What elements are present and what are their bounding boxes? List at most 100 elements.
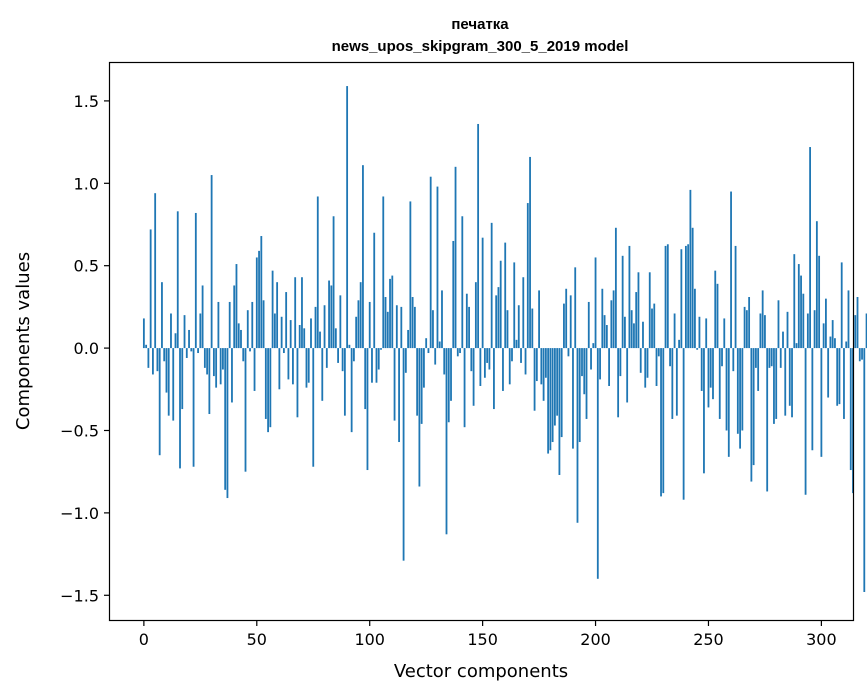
bar (292, 348, 294, 385)
bar (538, 290, 540, 349)
y-tick-label: −1.0 (60, 504, 99, 523)
bar (671, 348, 674, 419)
bar (773, 348, 775, 424)
bar (838, 348, 841, 405)
bar (520, 348, 522, 363)
bar (827, 348, 830, 398)
bar (793, 254, 796, 349)
bar (456, 348, 459, 357)
bar (237, 323, 240, 349)
x-tick-label: 100 (354, 630, 385, 649)
bar (524, 348, 527, 375)
bar (549, 348, 552, 451)
bar (804, 348, 807, 495)
bar (495, 295, 498, 349)
bar (750, 348, 753, 482)
bar (795, 343, 798, 349)
bar (560, 348, 563, 438)
bar (504, 242, 507, 349)
bar (723, 318, 726, 349)
bar (468, 306, 470, 349)
bar (316, 196, 319, 349)
bar (578, 348, 581, 443)
bar (657, 348, 660, 357)
bar (334, 328, 337, 349)
bar (452, 240, 455, 349)
bar (648, 272, 651, 349)
bar (163, 348, 166, 362)
bar (339, 295, 342, 349)
bar (445, 348, 448, 535)
bar (662, 348, 665, 494)
bar (691, 227, 694, 349)
bar (806, 313, 809, 349)
bar (303, 328, 306, 349)
bar (572, 348, 574, 449)
bar (307, 348, 310, 383)
bar (601, 288, 604, 349)
bar (382, 196, 385, 349)
bar (682, 348, 685, 500)
bar (770, 348, 773, 367)
bar (181, 348, 184, 410)
bar (319, 331, 321, 349)
bar (454, 166, 457, 349)
bar (167, 348, 170, 416)
bar (689, 189, 692, 349)
bar (493, 348, 495, 410)
bar (443, 348, 446, 375)
bar (590, 348, 592, 370)
bar (605, 325, 608, 349)
bar (262, 300, 265, 349)
bar (413, 306, 416, 349)
bar (675, 348, 678, 416)
bar (556, 348, 559, 416)
bar (707, 348, 710, 408)
bar (630, 310, 633, 349)
bar (863, 348, 866, 592)
bar (596, 348, 599, 579)
bar (224, 348, 227, 490)
chart-subtitle: news_upos_skipgram_300_5_2019 model (332, 38, 629, 55)
bar (664, 245, 667, 349)
bar (608, 348, 610, 386)
bar (423, 348, 425, 388)
bar (176, 211, 179, 349)
bar (337, 348, 339, 363)
bar (712, 348, 714, 400)
bar (436, 186, 439, 349)
bar (375, 348, 378, 383)
bar (429, 176, 432, 349)
bar (741, 348, 744, 431)
x-tick-label: 50 (247, 630, 267, 649)
x-tick-label: 300 (806, 630, 837, 649)
bar (294, 277, 297, 349)
bars-group (142, 86, 867, 592)
bar (599, 348, 601, 380)
bar (651, 308, 653, 349)
bar (364, 348, 367, 410)
bar (343, 348, 346, 416)
bar (267, 348, 269, 433)
bar (217, 301, 220, 349)
bar (856, 297, 859, 349)
bar (289, 320, 292, 349)
bar (470, 348, 473, 372)
bar (273, 313, 276, 349)
bar (825, 298, 827, 349)
bar (368, 301, 371, 349)
bar (244, 348, 247, 472)
bar (533, 348, 536, 411)
bar (425, 338, 428, 349)
bar (822, 323, 825, 349)
bar (271, 270, 274, 349)
bar (418, 348, 421, 487)
bar (721, 348, 723, 367)
bar (646, 348, 649, 378)
bar (490, 222, 493, 349)
bar (154, 193, 157, 349)
bar (185, 348, 188, 358)
bar (759, 313, 762, 349)
bar (508, 348, 511, 385)
bar (411, 297, 414, 349)
